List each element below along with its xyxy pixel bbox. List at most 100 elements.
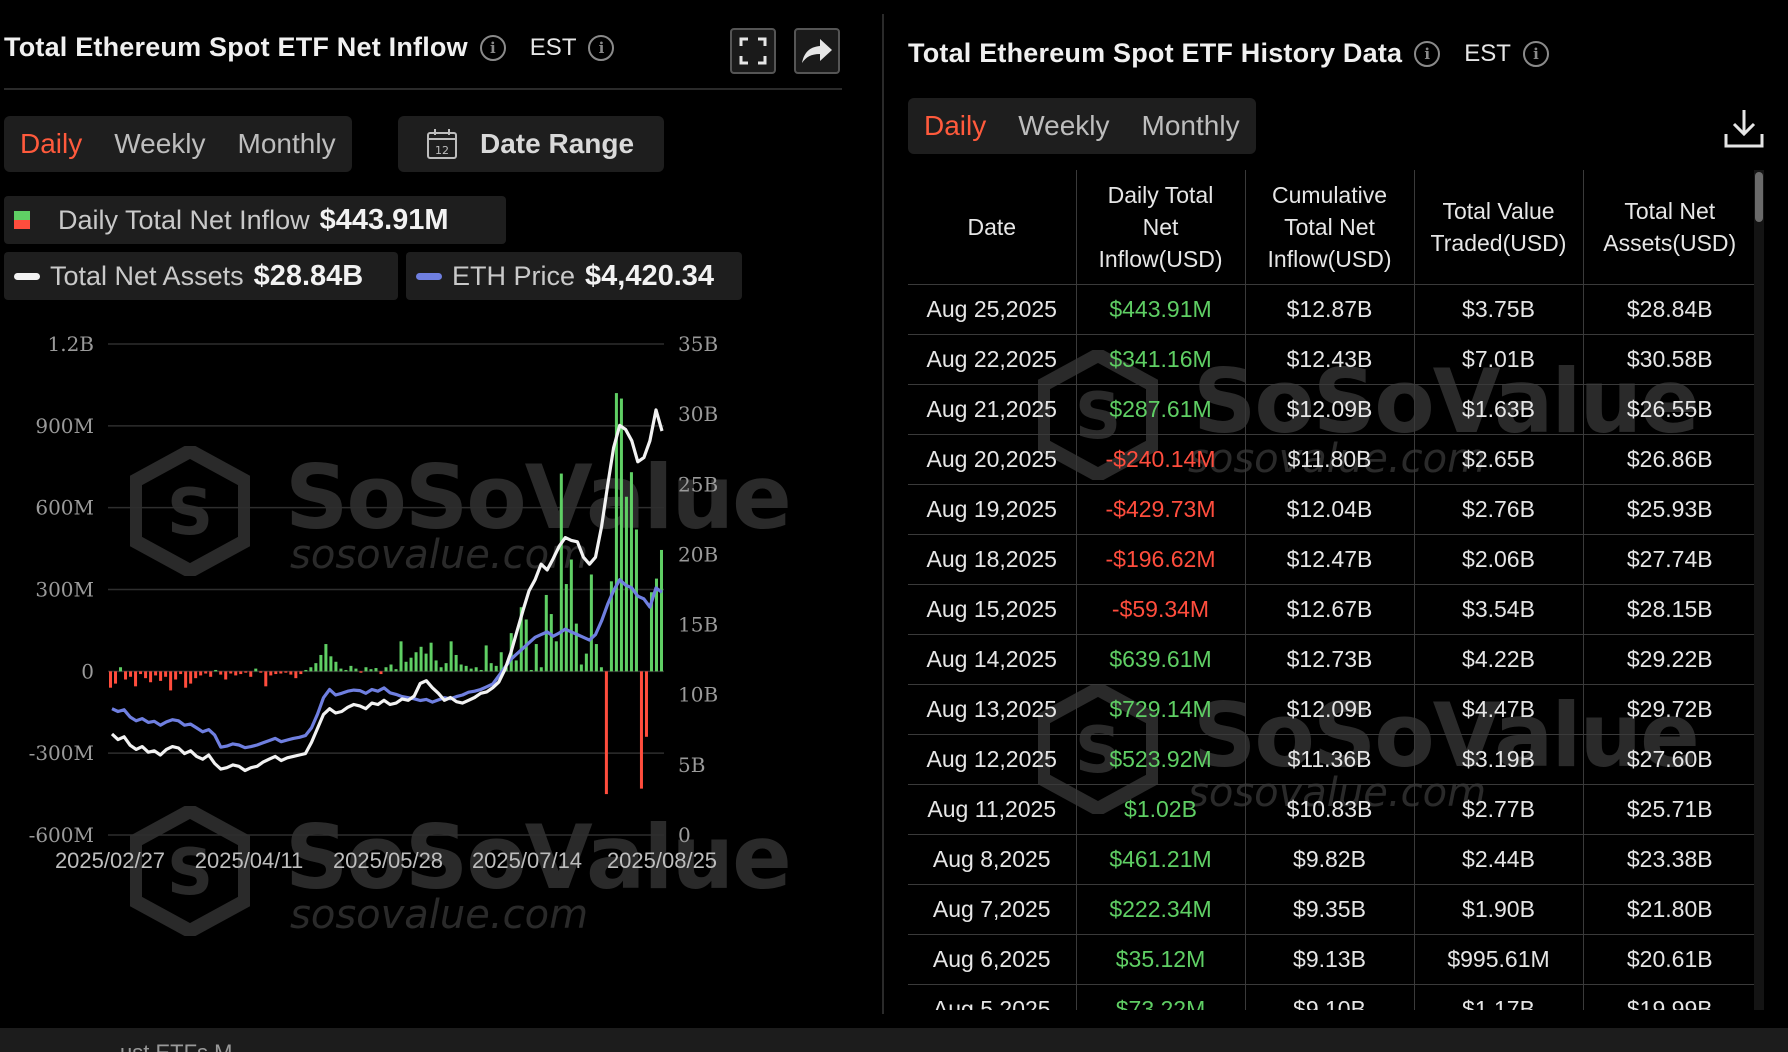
cell-value-traded: $3.54B — [1413, 584, 1584, 635]
history-table-container[interactable]: Date Daily Total Net Inflow(USD) Cumulative T… — [908, 170, 1758, 1010]
inflow-bar — [254, 668, 258, 672]
daily-inflow-value: $443.91M — [319, 203, 449, 236]
cell-net-assets: $29.22B — [1582, 634, 1756, 685]
footer-text: ust ETFs M — [120, 1040, 232, 1052]
inflow-bar — [549, 614, 553, 672]
table-row[interactable]: Aug 25,2025 $443.91M $12.87B $3.75B $28.84B — [908, 284, 1756, 335]
table-scrollbar-track[interactable] — [1754, 170, 1764, 1010]
cell-daily-inflow: $287.61M — [1075, 384, 1246, 435]
table-row[interactable]: Aug 8,2025 $461.21M $9.82B $2.44B $23.38B — [908, 834, 1756, 885]
cell-cumulative-inflow: $12.67B — [1244, 584, 1415, 635]
inflow-bar — [334, 661, 338, 672]
cell-cumulative-inflow: $12.43B — [1244, 334, 1415, 385]
inflow-bar — [649, 592, 653, 672]
inflow-bar — [329, 656, 333, 672]
eth-price-label: ETH Price — [452, 260, 576, 291]
tab-monthly[interactable]: Monthly — [1141, 110, 1240, 141]
share-button[interactable] — [794, 28, 840, 74]
left-period-tabs: Daily Weekly Monthly — [4, 116, 352, 172]
inflow-bar — [349, 665, 353, 672]
tab-monthly[interactable]: Monthly — [237, 128, 336, 159]
date-range-label: Date Range — [480, 128, 635, 159]
inflow-bar — [379, 671, 383, 675]
right-title-row: Total Ethereum Spot ETF History Data i E… — [908, 38, 1549, 69]
y-left-tick-label: 1.2B — [47, 332, 94, 356]
inflow-bar — [369, 669, 373, 672]
table-row[interactable]: Aug 15,2025 -$59.34M $12.67B $3.54B $28.15B — [908, 584, 1756, 635]
column-header-line: Date — [967, 213, 1017, 240]
cell-date: Aug 12,2025 — [908, 734, 1077, 785]
inflow-bar — [169, 671, 173, 691]
table-row[interactable]: Aug 6,2025 $35.12M $9.13B $995.61M $20.61B — [908, 934, 1756, 985]
cell-daily-inflow: -$59.34M — [1075, 584, 1246, 635]
inflow-bar — [574, 623, 578, 672]
table-row[interactable]: Aug 19,2025 -$429.73M $12.04B $2.76B $25.93B — [908, 484, 1756, 535]
cell-value-traded: $2.44B — [1413, 834, 1584, 885]
x-tick-label: 2025/08/25 — [607, 848, 717, 873]
inflow-bar — [164, 671, 168, 677]
table-row[interactable]: Aug 18,2025 -$196.62M $12.47B $2.06B $27.74B — [908, 534, 1756, 585]
tab-weekly[interactable]: Weekly — [1018, 110, 1110, 141]
download-icon[interactable] — [1722, 106, 1766, 150]
cell-date: Aug 21,2025 — [908, 384, 1077, 435]
table-row[interactable]: Aug 7,2025 $222.34M $9.35B $1.90B $21.80B — [908, 884, 1756, 935]
cell-value-traded: $2.77B — [1413, 784, 1584, 835]
table-scrollbar-thumb[interactable] — [1755, 172, 1763, 222]
table-row[interactable]: Aug 11,2025 $1.02B $10.83B $2.77B $25.71B — [908, 784, 1756, 835]
cell-daily-inflow: $443.91M — [1075, 284, 1246, 335]
inflow-bar — [324, 644, 328, 672]
table-row[interactable]: Aug 12,2025 $523.92M $11.36B $3.19B $27.60B — [908, 734, 1756, 785]
cell-date: Aug 22,2025 — [908, 334, 1077, 385]
table-row[interactable]: Aug 20,2025 -$240.14M $11.80B $2.65B $26.86B — [908, 434, 1756, 485]
inflow-bar — [389, 664, 393, 672]
column-header: Total Value Traded(USD) — [1413, 170, 1584, 285]
column-header-line: Assets(USD) — [1603, 229, 1737, 256]
inflow-bar — [149, 671, 153, 683]
timezone-info-icon[interactable]: i — [588, 34, 615, 61]
inflow-bar — [589, 574, 593, 672]
cell-value-traded: $4.47B — [1413, 684, 1584, 735]
inflow-bar — [594, 644, 598, 672]
inflow-bar — [444, 663, 448, 672]
column-header: Cumulative Total Net Inflow(USD) — [1244, 170, 1415, 285]
table-row[interactable]: Aug 22,2025 $341.16M $12.43B $7.01B $30.58B — [908, 334, 1756, 385]
cell-cumulative-inflow: $9.10B — [1244, 984, 1415, 1010]
timezone-info-icon[interactable]: i — [1522, 40, 1549, 67]
inflow-bar — [414, 652, 418, 672]
tab-weekly[interactable]: Weekly — [114, 128, 206, 159]
inflow-bar — [559, 473, 563, 672]
net-assets-value: $28.84B — [253, 259, 364, 292]
cell-net-assets: $28.15B — [1582, 584, 1756, 635]
net-inflow-chart[interactable]: 1.2B 900M 600M 300M 0 -300M -600M 35B 30B 25B 20B 1… — [0, 330, 850, 1010]
table-row[interactable]: Aug 14,2025 $639.61M $12.73B $4.22B $29.22B — [908, 634, 1756, 685]
inflow-bar — [374, 668, 378, 672]
column-header-line: Traded(USD) — [1430, 229, 1567, 256]
inflow-bar — [139, 671, 143, 675]
x-tick-label: 2025/05/28 — [333, 848, 443, 873]
cell-net-assets: $27.60B — [1582, 734, 1756, 785]
inflow-bar — [209, 671, 213, 677]
tab-daily[interactable]: Daily — [924, 110, 987, 141]
y-right-tick-label: 0 — [678, 823, 691, 847]
inflow-bar — [114, 671, 118, 684]
info-icon[interactable]: i — [479, 34, 506, 61]
assets-legend-swatch — [14, 272, 40, 280]
inflow-bar — [274, 671, 278, 675]
date-range-button[interactable]: 12 Date Range — [398, 116, 664, 172]
table-row[interactable]: Aug 5,2025 $73.22M $9.10B $1.17B $19.99B — [908, 984, 1756, 1010]
eth-price-chip: ETH Price $4,420.34 — [406, 252, 742, 300]
info-icon[interactable]: i — [1414, 40, 1441, 67]
column-header-line: Total Value — [1442, 197, 1555, 224]
cell-value-traded: $2.65B — [1413, 434, 1584, 485]
fullscreen-button[interactable] — [730, 28, 776, 74]
timezone-label: EST — [1464, 39, 1511, 67]
tab-daily[interactable]: Daily — [20, 128, 83, 159]
table-row[interactable]: Aug 13,2025 $729.14M $12.09B $4.47B $29.72B — [908, 684, 1756, 735]
inflow-bar — [429, 642, 433, 672]
table-row[interactable]: Aug 21,2025 $287.61M $12.09B $1.63B $26.55B — [908, 384, 1756, 435]
inflow-bar — [129, 671, 133, 677]
cell-net-assets: $21.80B — [1582, 884, 1756, 935]
cell-daily-inflow: $35.12M — [1075, 934, 1246, 985]
inflow-bar — [264, 671, 268, 687]
inflow-bar — [434, 660, 438, 672]
